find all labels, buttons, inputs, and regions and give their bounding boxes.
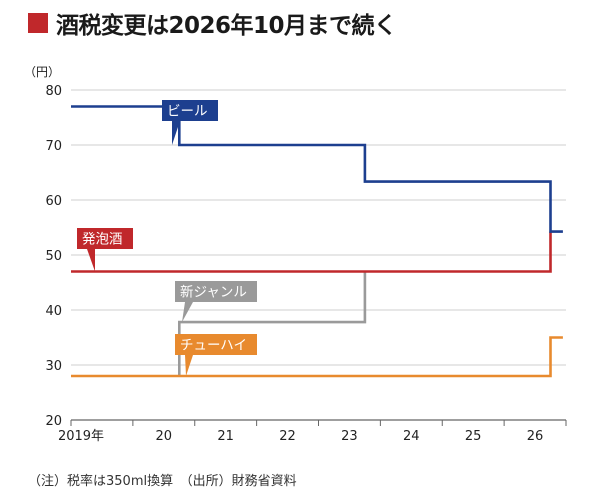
- x-tick-label: 2019年: [58, 429, 104, 444]
- title-row: 酒税変更は2026年10月まで続く: [28, 6, 397, 40]
- y-tick-label: 30: [45, 359, 62, 374]
- series-label-pointer: [87, 249, 95, 272]
- x-tick-label: 26: [527, 429, 544, 444]
- series-label-box: [77, 228, 133, 249]
- series-line: [71, 105, 563, 233]
- series-label-pointer: [185, 355, 193, 376]
- y-tick-label: 40: [45, 304, 62, 319]
- chart-title: 酒税変更は2026年10月まで続く: [56, 13, 397, 39]
- y-tick-label: 60: [45, 194, 62, 209]
- y-axis-unit: （円）: [24, 65, 60, 79]
- y-tick-label: 70: [45, 139, 62, 154]
- series-line: [71, 336, 563, 378]
- y-tick-label: 50: [45, 249, 62, 264]
- series-label-pointer: [182, 302, 193, 323]
- x-tick-label: 25: [465, 429, 482, 444]
- x-tick-label: 23: [341, 429, 358, 444]
- x-tick-label: 21: [217, 429, 234, 444]
- series-label-text: 新ジャンル: [180, 285, 247, 301]
- series-label-text: ビール: [167, 104, 208, 120]
- series-label-box: [175, 334, 257, 355]
- series-label-box: [175, 281, 257, 302]
- series-label-box: [162, 100, 218, 121]
- x-tick-label: 24: [403, 429, 420, 444]
- series-label-text: チューハイ: [180, 338, 247, 354]
- series-line: [71, 231, 552, 273]
- x-tick-label: 20: [156, 429, 173, 444]
- source-note: （注）税率は350ml換算 （出所）財務省資料: [28, 474, 297, 489]
- series-label-text: 発泡酒: [82, 232, 123, 248]
- y-tick-label: 20: [45, 414, 62, 429]
- title-marker: [28, 13, 48, 33]
- series-label-pointer: [172, 121, 180, 145]
- x-tick-label: 22: [279, 429, 296, 444]
- y-tick-label: 80: [45, 84, 62, 99]
